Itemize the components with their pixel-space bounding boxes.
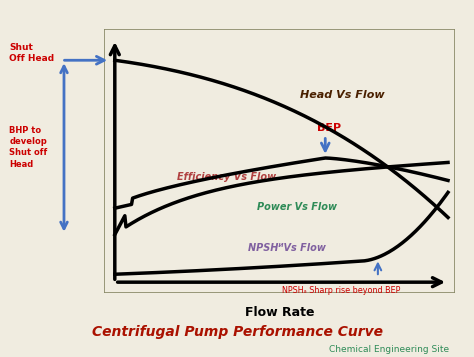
Text: Centrifugal Pump Performance Curve: Centrifugal Pump Performance Curve (91, 325, 383, 339)
Text: Shut
Off Head: Shut Off Head (9, 43, 55, 63)
Text: BHP to
develop
Shut off
Head: BHP to develop Shut off Head (9, 126, 48, 169)
Text: Flow Rate: Flow Rate (245, 306, 314, 319)
Text: BEP: BEP (317, 123, 341, 133)
Text: NPSHᴻVs Flow: NPSHᴻVs Flow (248, 243, 326, 253)
Text: Head Vs Flow: Head Vs Flow (301, 90, 385, 100)
Text: Efficiency Vs Flow: Efficiency Vs Flow (177, 171, 277, 181)
Text: Chemical Engineering Site: Chemical Engineering Site (328, 345, 449, 355)
Text: NPSHₐ Sharp rise beyond BEP: NPSHₐ Sharp rise beyond BEP (282, 286, 401, 295)
Text: Power Vs Flow: Power Vs Flow (257, 202, 337, 212)
